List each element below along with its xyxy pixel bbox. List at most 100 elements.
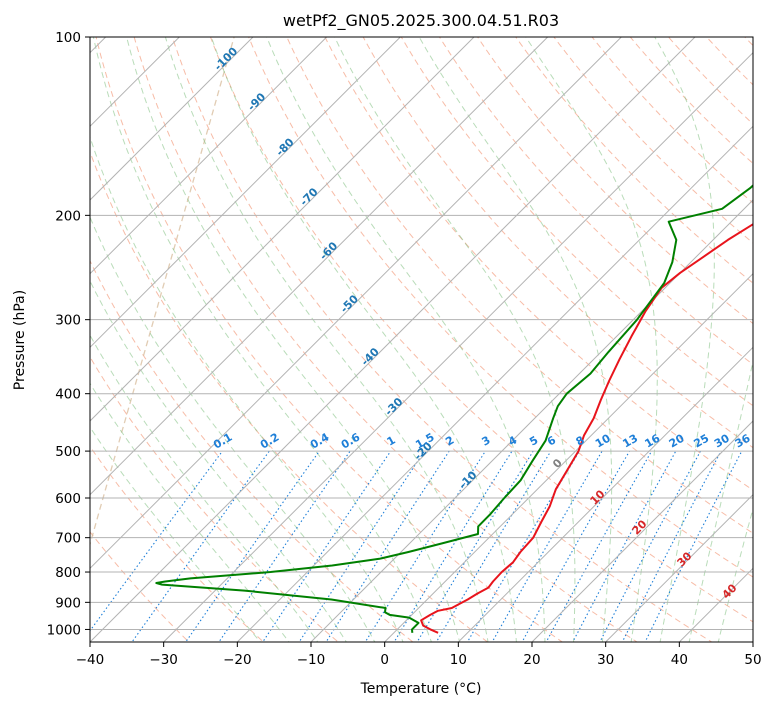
isotherm-label: -50 bbox=[338, 292, 361, 315]
mixing-ratio-line bbox=[131, 450, 270, 642]
dewpoint-profile-line bbox=[155, 184, 753, 633]
dry-adiabat-line bbox=[705, 37, 753, 86]
profiles bbox=[155, 184, 753, 634]
y-tick-label: 500 bbox=[55, 444, 81, 460]
moist-adiabat-line bbox=[525, 37, 658, 642]
mixing-ratio-label: 0.1 bbox=[211, 431, 234, 452]
isotherm-line bbox=[90, 37, 696, 642]
mixing-ratio-line bbox=[218, 450, 351, 642]
mixing-ratio-label: 1 bbox=[385, 434, 398, 449]
plot-frame bbox=[89, 36, 754, 643]
isotherm-line bbox=[90, 37, 475, 422]
mixing-ratio-label: 0.4 bbox=[308, 430, 332, 451]
y-tick-label: 400 bbox=[55, 387, 81, 403]
isotherm-line bbox=[384, 272, 753, 642]
moist-adiabat-line bbox=[688, 358, 753, 642]
mixing-ratio-line bbox=[435, 450, 552, 642]
isotherm-line bbox=[236, 125, 753, 642]
temperature-profile-line bbox=[420, 223, 753, 634]
x-tick-label: 30 bbox=[597, 652, 614, 668]
mixing-ratio-label: 5 bbox=[527, 434, 540, 449]
x-tick-label: −30 bbox=[149, 652, 178, 668]
moist-adiabat-line bbox=[126, 37, 461, 642]
isotherm-label: -70 bbox=[297, 185, 320, 208]
x-axis-label: Temperature (°C) bbox=[360, 681, 482, 697]
dry-adiabat-line bbox=[90, 531, 190, 642]
isotherm-line bbox=[531, 420, 753, 642]
y-tick-label: 900 bbox=[55, 595, 81, 611]
dry-adiabat-line bbox=[95, 37, 564, 642]
dry-adiabat-line bbox=[209, 37, 753, 623]
x-tick-label: −10 bbox=[297, 652, 326, 668]
mixing-ratio-line bbox=[491, 450, 603, 642]
moist-adiabat-line bbox=[90, 382, 290, 642]
x-tick-label: −40 bbox=[76, 652, 105, 668]
x-axis: −40 −30 −20 −10 0 10 20 30 40 50 bbox=[76, 642, 762, 668]
moist-adiabat-line bbox=[164, 37, 489, 642]
mixing-ratio-label: 0.6 bbox=[339, 430, 363, 451]
mixing-ratio-label: 36 bbox=[733, 431, 753, 450]
isotherm-line bbox=[457, 346, 753, 642]
chart-title: wetPf2_GN05.2025.300.04.51.R03 bbox=[283, 11, 559, 31]
dry-adiabat-line bbox=[90, 356, 339, 642]
dry-adiabat-line bbox=[438, 37, 753, 366]
dry-adiabat-line bbox=[286, 37, 753, 534]
isotherm-line bbox=[90, 37, 622, 570]
x-tick-label: 10 bbox=[450, 652, 467, 668]
isotherm-label: -40 bbox=[359, 345, 382, 368]
dry-adiabat-line bbox=[362, 37, 753, 449]
y-tick-label: 100 bbox=[55, 30, 81, 46]
isobars bbox=[90, 37, 753, 630]
dry-adiabat-line bbox=[744, 37, 753, 47]
dry-adiabat-line bbox=[90, 445, 265, 642]
y-axis: 100 200 300 400 500 600 700 800 900 1000 bbox=[47, 30, 90, 638]
mixing-ratio-label: 16 bbox=[643, 431, 663, 450]
mixing-ratio-line bbox=[262, 450, 392, 642]
y-tick-label: 800 bbox=[55, 565, 81, 581]
dry-adiabat-line bbox=[553, 37, 753, 244]
mixing-ratio-line bbox=[185, 450, 320, 642]
mixing-ratio-line bbox=[644, 450, 743, 642]
dry-adiabat-line bbox=[770, 24, 775, 654]
isotherm-label: -90 bbox=[245, 90, 268, 113]
isotherm-line bbox=[163, 51, 753, 642]
moist-adiabat-line bbox=[90, 426, 261, 642]
dry-adiabat-line bbox=[90, 259, 414, 642]
y-tick-label: 200 bbox=[55, 208, 81, 224]
dry-adiabat-line bbox=[324, 37, 753, 491]
isotherm-label: -80 bbox=[273, 135, 296, 158]
moist-adiabat-line bbox=[717, 506, 753, 642]
isotherm-label: -60 bbox=[317, 239, 340, 262]
x-tick-label: −20 bbox=[223, 652, 252, 668]
moist-adiabat-label: 30 bbox=[675, 549, 695, 569]
isotherm-line bbox=[678, 567, 753, 642]
mixing-ratio-line bbox=[90, 450, 223, 632]
moist-adiabat-line bbox=[92, 37, 432, 642]
x-tick-label: 0 bbox=[380, 652, 389, 668]
mixing-ratio-label: 20 bbox=[667, 431, 687, 450]
moist-adiabat-line bbox=[266, 37, 546, 642]
mixing-ratio-label: 3 bbox=[479, 434, 492, 449]
mixing-ratio-line bbox=[298, 450, 425, 642]
plot-area: -100-90-80-70-60-50-40-30-20-10 01020304… bbox=[90, 24, 775, 654]
moist-adiabat-line bbox=[654, 37, 715, 642]
mixing-ratio-label: 6 bbox=[545, 433, 558, 448]
moist-adiabat-line bbox=[90, 334, 319, 642]
isotherm-line bbox=[90, 37, 549, 496]
dry-adiabat-line bbox=[90, 37, 235, 547]
mixing-ratio-line bbox=[621, 450, 722, 642]
y-tick-label: 1000 bbox=[47, 622, 81, 638]
moist-adiabat-label: 10 bbox=[588, 487, 608, 507]
moist-adiabat-label: 20 bbox=[630, 517, 650, 537]
dry-adiabat-line bbox=[591, 37, 753, 204]
y-tick-label: 600 bbox=[55, 491, 81, 507]
mixing-ratio-line bbox=[325, 450, 450, 642]
y-axis-label: Pressure (hPa) bbox=[12, 290, 28, 390]
dry-adiabat-line bbox=[248, 37, 753, 578]
moist-adiabats bbox=[90, 37, 753, 642]
dry-adiabat-line bbox=[171, 37, 713, 642]
isotherm-line bbox=[90, 37, 328, 275]
x-tick-label: 40 bbox=[671, 652, 688, 668]
mixing-ratio-labels: 0.1 0.2 0.4 0.6 1 1.5 2 3 4 5 6 8 10 13 16 20 25 30 36 bbox=[211, 430, 753, 451]
